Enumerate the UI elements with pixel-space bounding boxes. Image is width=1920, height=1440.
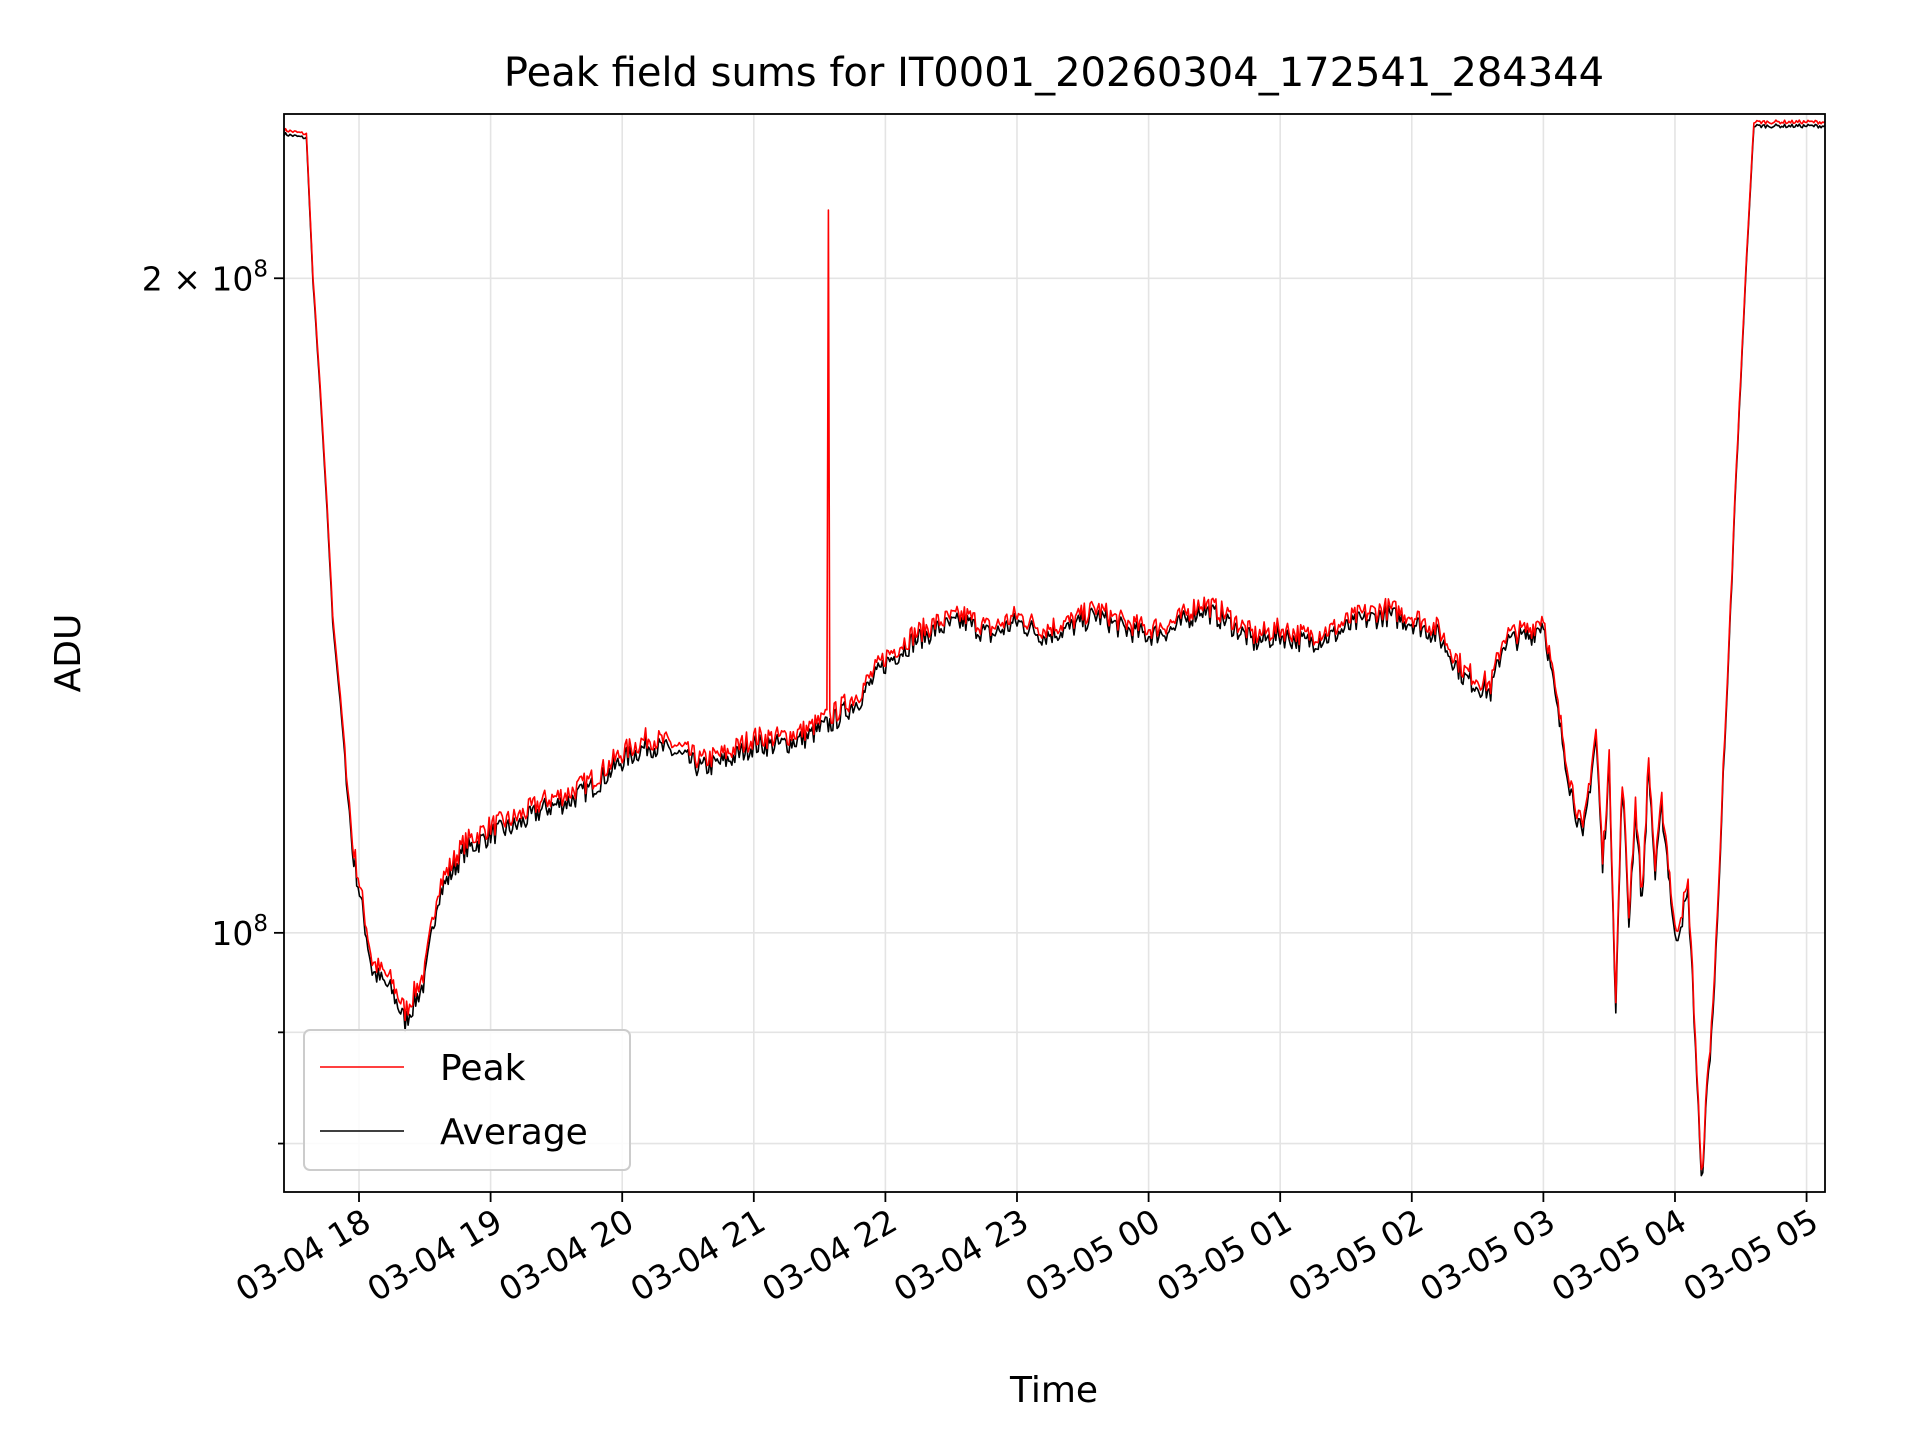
chart-title: Peak field sums for IT0001_20260304_1725…	[504, 50, 1604, 96]
grid-layer	[284, 114, 1825, 1192]
x-tick-label: 03-05 02	[1282, 1201, 1430, 1309]
x-tick-label: 03-05 03	[1413, 1201, 1561, 1309]
x-tick-label: 03-04 21	[624, 1201, 772, 1309]
y-axis-label: ADU	[48, 614, 89, 693]
x-tick-label: 03-04 19	[361, 1201, 509, 1309]
series-layer	[283, 119, 1826, 1177]
series-line-peak	[283, 119, 1826, 1171]
series-line-average	[283, 123, 1826, 1177]
x-tick-label: 03-05 04	[1545, 1201, 1693, 1309]
x-tick-label: 03-04 18	[229, 1201, 377, 1309]
y-tick-label: 108	[211, 911, 268, 953]
legend: Peak Average	[303, 1029, 631, 1171]
x-tick-label: 03-04 20	[492, 1201, 640, 1309]
y-tick-label: 2 × 108	[142, 256, 268, 298]
x-tick-label: 03-05 01	[1150, 1201, 1298, 1309]
legend-box	[303, 1029, 631, 1171]
legend-average-label: Average	[440, 1112, 588, 1153]
plot-frame	[283, 113, 1826, 1193]
x-tick-label: 03-04 22	[755, 1201, 903, 1309]
x-tick-label: 03-05 00	[1019, 1201, 1167, 1309]
x-tick-label: 03-05 05	[1677, 1201, 1825, 1309]
x-tick-label: 03-04 23	[887, 1201, 1035, 1309]
x-axis-label: Time	[1009, 1370, 1098, 1411]
legend-peak-label: Peak	[440, 1048, 526, 1089]
